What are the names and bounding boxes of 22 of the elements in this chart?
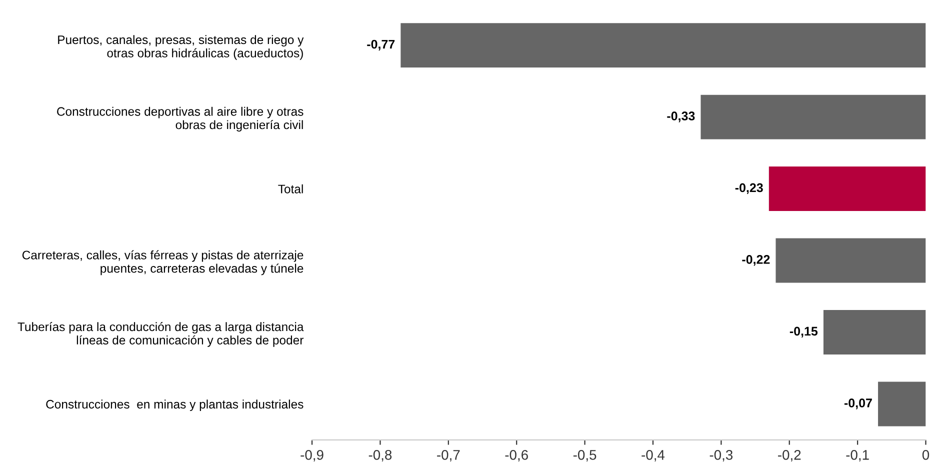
x-tick-label: -0,2 [778,450,801,462]
y-tick-label: Tuberías para la conducción de gas a larga distancia líneas de comunicación y cables de poder [18,322,304,347]
x-tick-label: -0,9 [300,450,324,462]
x-tick-label: -0,4 [642,450,665,462]
x-tick-label: -0,3 [710,450,733,462]
y-tick-label: Carreteras, calles, vías férreas y pistas de aterrizaje puentes, carreteras elevadas y túnele [22,250,304,276]
x-tick-label: -0,1 [846,450,869,462]
x-tick-label: -0,8 [368,450,392,462]
x-tick-label: -0,6 [505,450,528,462]
y-tick-label: Construcciones en minas y plantas industriales [46,400,304,411]
data-label: -0,77 [367,40,395,50]
data-label: -0,15 [790,326,818,338]
data-label: -0,23 [735,183,763,194]
data-label: -0,33 [667,112,695,122]
y-tick-label: Puertos, canales, presas, sistemas de riego y otras obras hidráulicas (acueductos) [58,35,304,60]
x-tick-label: -0,5 [573,450,596,462]
x-tick-label: 0 [922,450,930,460]
x-tick-label: -0,7 [437,450,460,462]
data-label: -0,22 [742,255,770,266]
data-label: -0,07 [844,398,872,410]
y-tick-label: Construcciones deportivas al aire libre y otras obras de ingeniería civil [57,106,304,132]
y-tick-label: Total [278,184,303,194]
